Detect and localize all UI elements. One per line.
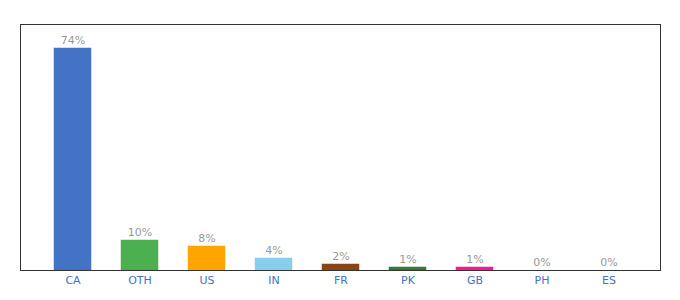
svg-text:PK: PK [401,274,416,287]
svg-text:PH: PH [535,274,550,287]
svg-text:10%: 10% [128,226,152,239]
svg-text:FR: FR [334,274,348,287]
svg-text:GB: GB [467,274,483,287]
svg-text:1%: 1% [399,253,416,266]
svg-text:4%: 4% [265,244,282,257]
svg-text:0%: 0% [600,256,617,269]
svg-text:2%: 2% [332,250,349,263]
svg-text:74%: 74% [61,34,85,47]
svg-text:OTH: OTH [128,274,152,287]
svg-text:8%: 8% [198,232,215,245]
svg-text:IN: IN [268,274,279,287]
svg-text:CA: CA [65,274,81,287]
svg-text:1%: 1% [466,253,483,266]
svg-text:ES: ES [602,274,616,287]
svg-text:0%: 0% [533,256,550,269]
svg-text:US: US [199,274,214,287]
